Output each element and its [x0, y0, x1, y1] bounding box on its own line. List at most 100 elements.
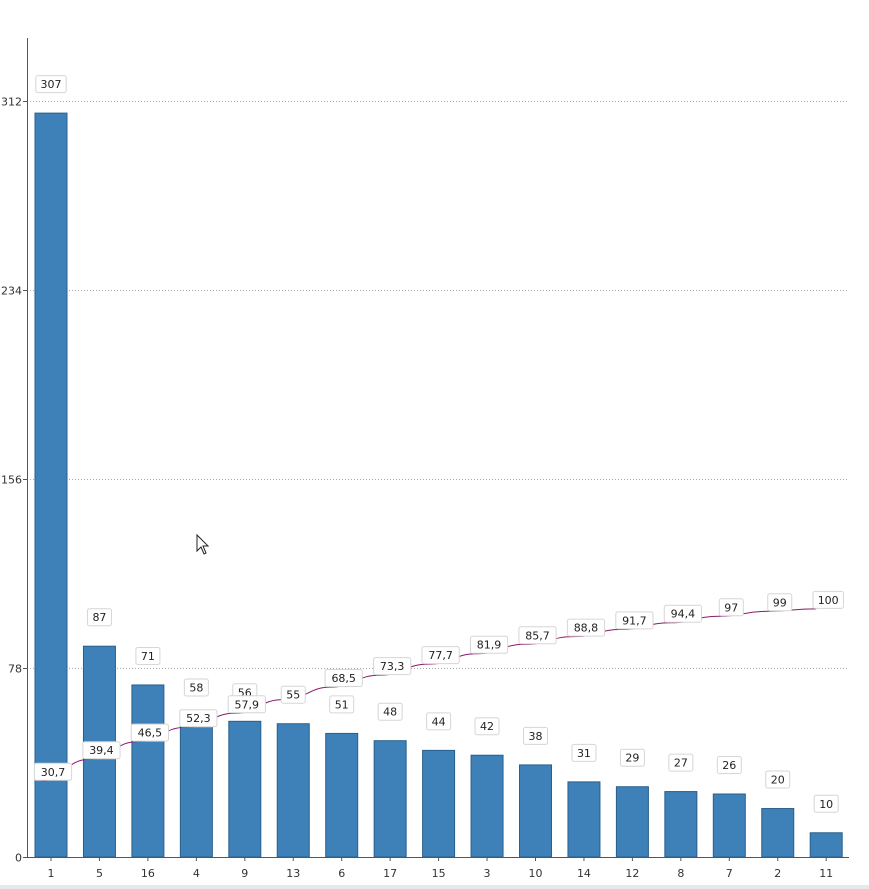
bar — [519, 764, 552, 858]
bar-data-label-box — [765, 770, 791, 789]
y-tick-label: 156 — [1, 474, 22, 487]
bar — [131, 684, 165, 858]
bar-data-label: 51 — [335, 698, 349, 711]
cumulative-data-label-box — [421, 646, 460, 665]
bar-data-label: 87 — [92, 611, 106, 624]
bar-data-label: 307 — [41, 78, 62, 91]
bar-data-label: 48 — [383, 706, 397, 719]
bar-data-label-box — [135, 646, 161, 665]
cumulative-data-label: 91,7 — [622, 614, 647, 627]
bar-data-label: 38 — [529, 730, 543, 743]
bar — [615, 786, 649, 858]
cumulative-data-label: 73,3 — [380, 660, 405, 673]
bar-data-label-box — [474, 717, 500, 736]
bar-data-label: 44 — [432, 715, 446, 728]
cumulative-data-label-box — [227, 695, 266, 714]
x-tick-label: 8 — [677, 867, 684, 880]
cumulative-data-label-box — [566, 618, 606, 637]
bar-data-label-box — [619, 748, 645, 767]
bar-data-label-box — [668, 753, 694, 772]
x-tick-label: 6 — [338, 867, 345, 880]
bar-data-label: 42 — [480, 720, 494, 733]
cumulative-data-label-box — [518, 626, 557, 645]
bar-data-label: 71 — [141, 650, 155, 663]
cumulative-data-label: 30,7 — [41, 766, 66, 779]
mouse-cursor-icon — [196, 533, 210, 555]
bar-data-label-box — [523, 726, 548, 745]
bar — [228, 720, 262, 858]
cumulative-data-label: 94,4 — [671, 608, 696, 621]
bar-data-label: 20 — [771, 774, 785, 787]
cumulative-data-label-box — [718, 598, 744, 617]
cumulative-data-label-box — [82, 741, 121, 760]
cumulative-data-label-box — [469, 635, 509, 654]
bar — [325, 732, 359, 858]
bottom-scrollbar-strip — [0, 885, 869, 889]
x-tick-label: 10 — [529, 867, 543, 880]
bar-data-label: 58 — [189, 681, 203, 694]
bar-data-label: 26 — [722, 759, 736, 772]
cumulative-data-label-box — [179, 709, 218, 728]
cumulative-data-label: 85,7 — [525, 629, 550, 642]
cumulative-data-label: 57,9 — [235, 698, 260, 711]
x-tick-label: 13 — [286, 867, 300, 880]
bar-data-label: 29 — [625, 752, 639, 765]
x-tick-label: 11 — [819, 867, 833, 880]
bar — [761, 808, 795, 858]
x-tick-label: 12 — [625, 867, 639, 880]
cumulative-data-label-box — [373, 657, 412, 676]
bar-data-label-box — [571, 743, 597, 762]
cumulative-data-label: 46,5 — [138, 727, 163, 740]
x-tick-label: 9 — [241, 867, 248, 880]
x-tick-label: 4 — [193, 867, 200, 880]
cumulative-data-label: 97 — [724, 601, 738, 614]
cumulative-data-label: 88,8 — [574, 622, 599, 635]
bar — [567, 781, 601, 858]
x-tick-label: 16 — [141, 867, 155, 880]
cumulative-data-label: 77,7 — [428, 649, 453, 662]
cumulative-data-label-box — [812, 590, 844, 609]
x-tick-label: 7 — [726, 867, 733, 880]
bar-data-label-box — [716, 756, 742, 774]
cumulative-data-label-box — [663, 604, 702, 623]
bar-data-label-box — [280, 685, 306, 704]
cumulative-data-label: 81,9 — [477, 639, 502, 652]
bar-data-label-box — [183, 678, 209, 697]
y-tick-label: 78 — [8, 663, 22, 676]
cumulative-data-label-box — [767, 593, 793, 612]
bar — [276, 723, 310, 858]
cumulative-data-label: 99 — [773, 596, 787, 609]
cumulative-data-label: 39,4 — [89, 744, 114, 757]
cumulative-data-label-box — [33, 762, 73, 781]
bar-data-label: 55 — [286, 689, 300, 702]
cumulative-data-label-box — [130, 723, 170, 742]
cumulative-data-label-box — [615, 611, 654, 630]
x-tick-label: 17 — [383, 867, 397, 880]
bar-data-label-box — [813, 794, 839, 813]
y-tick-label: 234 — [1, 285, 22, 298]
bar — [809, 832, 843, 858]
bar — [373, 740, 407, 858]
x-tick-label: 5 — [96, 867, 103, 880]
bar — [422, 749, 456, 858]
y-tick-label: 312 — [1, 96, 22, 109]
cumulative-data-label: 100 — [818, 594, 839, 607]
bar-data-label: 27 — [674, 757, 688, 770]
x-tick-label: 1 — [48, 867, 55, 880]
bar-data-label-box — [35, 75, 67, 94]
bar — [664, 791, 698, 858]
x-tick-label: 2 — [774, 867, 781, 880]
bar-data-label: 31 — [577, 747, 591, 760]
bar-data-label-box — [426, 712, 452, 731]
x-tick-label: 15 — [432, 867, 446, 880]
bar — [179, 715, 213, 858]
bar-data-label-box — [86, 608, 112, 627]
bar — [470, 754, 504, 858]
bar-data-label-box — [377, 702, 403, 721]
cumulative-data-label-box — [324, 668, 363, 687]
bar — [712, 793, 746, 858]
x-tick-label: 14 — [577, 867, 591, 880]
cumulative-data-label: 52,3 — [186, 712, 211, 725]
